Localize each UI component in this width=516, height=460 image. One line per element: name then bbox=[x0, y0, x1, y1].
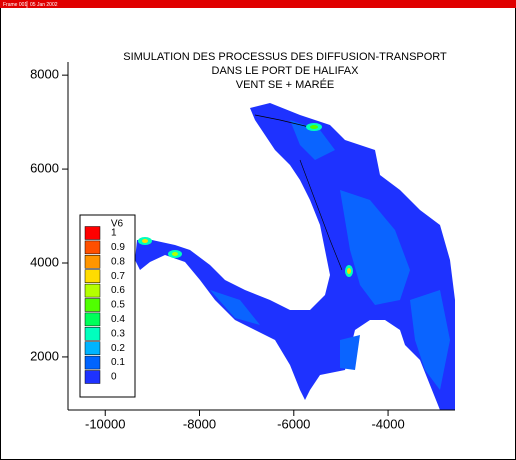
frame-date: 05 Jan 2002 bbox=[30, 2, 58, 8]
y-tick-label: 2000 bbox=[30, 348, 59, 363]
legend-swatch bbox=[84, 327, 101, 341]
hotspot bbox=[310, 125, 318, 129]
legend-swatch bbox=[84, 240, 101, 255]
chart-title: SIMULATION DES PROCESSUS DES DIFFUSION-T… bbox=[123, 51, 447, 63]
legend-label: 0.1 bbox=[111, 357, 125, 368]
legend-swatch bbox=[84, 298, 101, 312]
frame-header bbox=[0, 0, 516, 8]
water-region bbox=[135, 103, 455, 410]
legend-swatch bbox=[84, 312, 101, 327]
y-tick-label: 4000 bbox=[30, 254, 59, 269]
legend-swatch bbox=[84, 341, 101, 355]
legend-swatch bbox=[84, 269, 101, 283]
legend-label: 0.4 bbox=[111, 314, 125, 325]
contour-patch bbox=[340, 335, 360, 370]
harbour-domain bbox=[135, 103, 455, 410]
y-tick-label: 8000 bbox=[30, 67, 59, 82]
legend-label: 1 bbox=[111, 228, 117, 239]
legend-swatch bbox=[84, 370, 101, 384]
contour-patch bbox=[340, 190, 410, 305]
channel-line bbox=[299, 159, 343, 271]
contour-patch bbox=[290, 120, 335, 160]
x-tick-label: -10000 bbox=[85, 416, 125, 431]
legend-label: 0.6 bbox=[111, 285, 125, 296]
x-tick-label: -6000 bbox=[277, 416, 310, 431]
legend-label: 0.8 bbox=[111, 256, 125, 267]
hotspot bbox=[142, 239, 148, 243]
legend-label: 0.3 bbox=[111, 328, 125, 339]
y-tick-label: 6000 bbox=[30, 161, 59, 176]
legend-swatch bbox=[84, 283, 101, 298]
contour-patch bbox=[410, 290, 450, 390]
legend-swatch bbox=[84, 255, 101, 269]
legend-swatch bbox=[84, 226, 101, 240]
legend-label: 0.7 bbox=[111, 271, 125, 282]
x-tick-label: -8000 bbox=[183, 416, 216, 431]
legend-title: V6 bbox=[111, 219, 124, 230]
legend-label: 0.9 bbox=[111, 242, 125, 253]
contour-patch bbox=[210, 290, 260, 325]
hotspot bbox=[347, 268, 351, 274]
frame-label: Frame 001 bbox=[3, 2, 27, 8]
chart-title: DANS LE PORT DE HALIFAX bbox=[212, 65, 360, 77]
chart-title: VENT SE + MARÉE bbox=[236, 78, 335, 91]
legend-label: 0.5 bbox=[111, 300, 125, 311]
legend-swatch bbox=[84, 355, 101, 370]
x-tick-label: -4000 bbox=[371, 416, 404, 431]
legend-label: 0.2 bbox=[111, 343, 125, 354]
legend-label: 0 bbox=[111, 372, 117, 383]
hotspot bbox=[172, 252, 178, 256]
